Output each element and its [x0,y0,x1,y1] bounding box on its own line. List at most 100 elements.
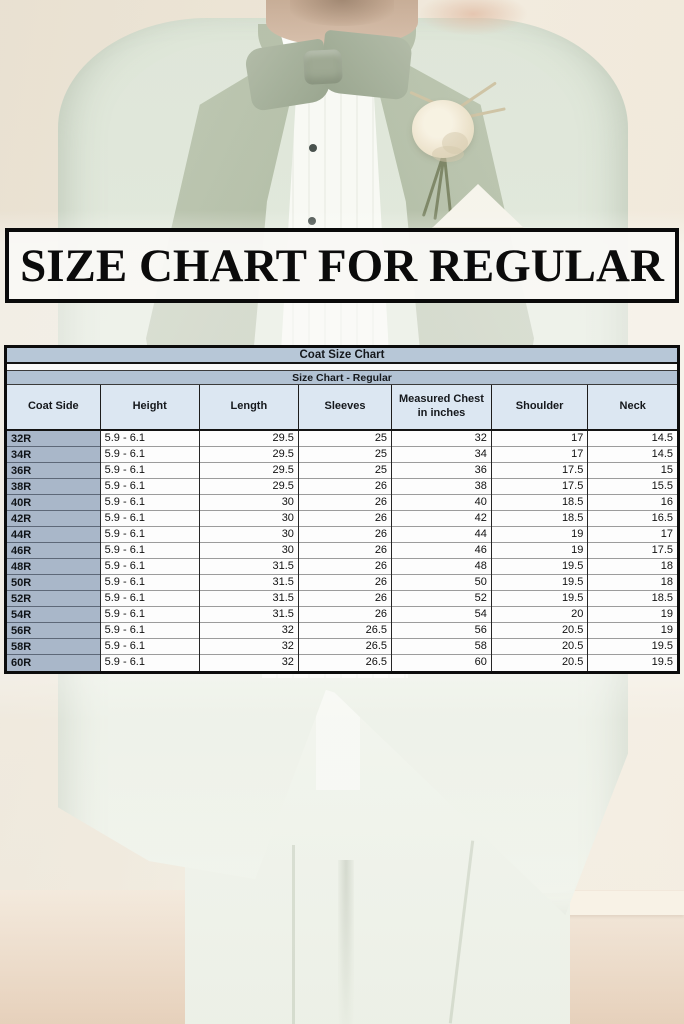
size-value: 30 [198,542,299,559]
size-value: 25 [297,462,392,479]
size-value: 19.5 [490,590,588,607]
size-value: 19.5 [587,654,677,671]
bow-tie [243,29,413,118]
coat-size-chart: Coat Size Chart Size Chart - Regular Coa… [4,345,680,674]
table-row: 60R 5.9 - 6.1 32 26.5 60 20.5 19.5 [7,654,677,671]
table-row: 48R 5.9 - 6.1 31.5 26 48 19.5 18 [7,558,677,575]
size-value: 19 [490,526,588,543]
table-row: 32R 5.9 - 6.1 29.5 25 32 17 14.5 [7,429,677,447]
column-header: Height [99,385,200,431]
size-value: 5.9 - 6.1 [99,462,200,479]
size-label: 44R [7,526,101,543]
size-value: 58 [391,638,492,655]
size-value: 26 [297,542,392,559]
size-value: 34 [391,446,492,463]
size-value: 52 [391,590,492,607]
size-value: 5.9 - 6.1 [99,590,200,607]
size-label: 34R [7,446,101,463]
size-value: 20 [490,606,588,623]
size-value: 17.5 [490,462,588,479]
table-row: 42R 5.9 - 6.1 30 26 42 18.5 16.5 [7,510,677,527]
size-value: 32 [198,654,299,671]
size-value: 16.5 [587,510,677,527]
table-row: 38R 5.9 - 6.1 29.5 26 38 17.5 15.5 [7,478,677,495]
size-value: 26 [297,478,392,495]
size-value: 26 [297,558,392,575]
column-header: Sleeves [297,385,392,431]
size-value: 17.5 [587,542,677,559]
size-value: 5.9 - 6.1 [99,622,200,639]
size-label: 50R [7,574,101,591]
size-label: 42R [7,510,101,527]
size-value: 42 [391,510,492,527]
size-value: 31.5 [198,574,299,591]
size-value: 19.5 [587,638,677,655]
table-row: 44R 5.9 - 6.1 30 26 44 19 17 [7,526,677,543]
size-value: 5.9 - 6.1 [99,574,200,591]
size-label: 48R [7,558,101,575]
size-value: 19 [490,542,588,559]
table-row: 46R 5.9 - 6.1 30 26 46 19 17.5 [7,542,677,559]
size-value: 32 [391,429,492,447]
size-value: 17.5 [490,478,588,495]
size-value: 5.9 - 6.1 [99,429,200,447]
size-value: 19 [587,622,677,639]
table-row: 34R 5.9 - 6.1 29.5 25 34 17 14.5 [7,446,677,463]
size-value: 31.5 [198,590,299,607]
size-value: 48 [391,558,492,575]
size-value: 15.5 [587,478,677,495]
size-value: 29.5 [198,429,299,447]
size-value: 26 [297,510,392,527]
size-value: 15 [587,462,677,479]
size-value: 5.9 - 6.1 [99,558,200,575]
size-value: 26 [297,494,392,511]
size-label: 56R [7,622,101,639]
shirt-stud [308,217,316,225]
size-value: 44 [391,526,492,543]
column-header: Measured Chest in inches [391,385,492,431]
table-row: 54R 5.9 - 6.1 31.5 26 54 20 19 [7,606,677,623]
column-header: Shoulder [490,385,588,431]
size-label: 60R [7,654,101,671]
table-row: 40R 5.9 - 6.1 30 26 40 18.5 16 [7,494,677,511]
size-value: 25 [297,429,392,447]
white-rose [412,100,474,162]
size-label: 52R [7,590,101,607]
size-value: 54 [391,606,492,623]
table-row: 50R 5.9 - 6.1 31.5 26 50 19.5 18 [7,574,677,591]
column-header: Length [198,385,299,431]
size-value: 30 [198,526,299,543]
size-value: 5.9 - 6.1 [99,654,200,671]
column-header: Coat Side [7,385,101,431]
size-value: 20.5 [490,654,588,671]
size-value: 17 [490,446,588,463]
table-spacer [7,364,677,371]
size-value: 26.5 [297,654,392,671]
pants-crease-left [292,845,295,1024]
size-value: 31.5 [198,558,299,575]
size-label: 32R [7,429,101,447]
size-value: 5.9 - 6.1 [99,494,200,511]
size-value: 5.9 - 6.1 [99,606,200,623]
boutonniere-stem [421,153,446,217]
table-header-row: Coat Side Height Length Sleeves Measured Che… [7,385,677,431]
size-value: 5.9 - 6.1 [99,478,200,495]
pants-leg-gap [338,860,354,1024]
size-value: 40 [391,494,492,511]
size-label: 58R [7,638,101,655]
banner-title: SIZE CHART FOR REGULAR [20,239,664,292]
size-value: 26.5 [297,638,392,655]
column-header: Neck [587,385,677,431]
bow-tie-knot [303,49,343,85]
size-value: 5.9 - 6.1 [99,526,200,543]
size-label: 36R [7,462,101,479]
size-value: 60 [391,654,492,671]
size-value: 19 [587,606,677,623]
size-value: 32 [198,638,299,655]
size-label: 54R [7,606,101,623]
shirt-stud [309,144,317,152]
size-value: 18.5 [587,590,677,607]
rose-petal [432,146,464,162]
boutonniere-twig [457,81,497,110]
size-value: 5.9 - 6.1 [99,510,200,527]
